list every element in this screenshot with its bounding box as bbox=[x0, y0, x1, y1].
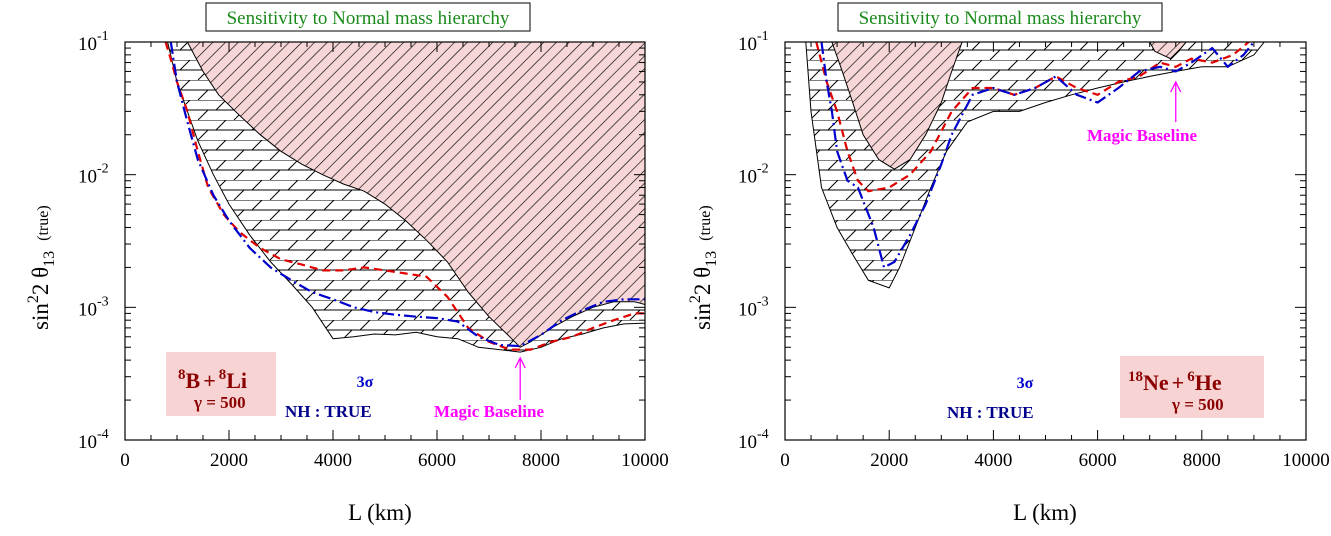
x-tick-label: 10000 bbox=[1282, 450, 1330, 471]
right-y-axis: 10-4 10-3 10-2 10-1 bbox=[738, 29, 1306, 453]
left-blue-dashdot-curve bbox=[169, 42, 645, 348]
x-tick-label: 0 bbox=[780, 450, 790, 471]
left-beam-box bbox=[166, 352, 276, 416]
right-y-axis-label: sin22 θ13(true) bbox=[687, 205, 720, 330]
right-magic-arrow bbox=[1170, 80, 1182, 122]
right-nh-label: NH : TRUE bbox=[947, 403, 1034, 422]
left-title-box bbox=[205, 2, 531, 32]
x-tick-label: 0 bbox=[120, 450, 130, 471]
left-excluded-region bbox=[186, 42, 645, 348]
y-tick-label: 10-1 bbox=[78, 29, 109, 55]
right-gamma-label: γ = 500 bbox=[1171, 395, 1224, 414]
right-sigma-label: 3σ bbox=[1017, 375, 1034, 392]
y-tick-label: 10-3 bbox=[738, 294, 769, 320]
left-beam-label: 8B +8Li bbox=[178, 367, 247, 393]
right-beam-box bbox=[1120, 356, 1264, 418]
svg-text:sin22 θ13(true): sin22 θ13(true) bbox=[687, 205, 720, 330]
y-tick-label: 10-1 bbox=[738, 29, 769, 55]
x-tick-label: 2000 bbox=[870, 450, 908, 471]
magic-arrow-head bbox=[514, 356, 526, 369]
left-x-axis: 0 2000 4000 6000 8000 10000 bbox=[120, 42, 669, 471]
x-tick-label: 8000 bbox=[1183, 450, 1221, 471]
right-magic-label: Magic Baseline bbox=[1087, 126, 1197, 145]
left-panel: 0 2000 4000 6000 8000 10000 10-410-310-210-1 … bbox=[25, 2, 669, 525]
x-tick-label: 8000 bbox=[522, 450, 560, 471]
y-tick-label: 10-2 bbox=[78, 162, 109, 188]
right-blue-dashdot-curve bbox=[820, 42, 1255, 270]
left-nh-label: NH : TRUE bbox=[285, 402, 372, 421]
right-x-axis: 0 2000 4000 6000 8000 10000 bbox=[780, 42, 1330, 471]
y-tick-label: 10-4 bbox=[738, 427, 769, 453]
y-tick-label: 10-3 bbox=[78, 294, 109, 320]
left-gamma-label: γ = 500 bbox=[193, 393, 246, 412]
left-y-axis: 10-4 10-3 10-2 10-1 bbox=[78, 29, 645, 453]
y-tick-label: 10-2 bbox=[738, 162, 769, 188]
x-tick-label: 10000 bbox=[621, 450, 669, 471]
right-beam-label: 18Ne +6He bbox=[1128, 369, 1222, 395]
x-tick-label: 2000 bbox=[210, 450, 248, 471]
x-tick-label: 4000 bbox=[314, 450, 352, 471]
right-title: Sensitivity to Normal mass hierarchy bbox=[859, 8, 1142, 29]
right-x-axis-label: L (km) bbox=[1013, 500, 1077, 525]
x-tick-label: 4000 bbox=[974, 450, 1012, 471]
right-panel: 0 2000 4000 6000 8000 10000 10-410-310-210-1 … bbox=[687, 2, 1330, 525]
right-title-box bbox=[837, 2, 1163, 32]
left-magic-label: Magic Baseline bbox=[434, 402, 544, 421]
left-magic-arrow bbox=[514, 356, 526, 400]
y-tick-label: 10-4 bbox=[78, 427, 109, 453]
left-title: Sensitivity to Normal mass hierarchy bbox=[227, 8, 510, 29]
right-excluded-region bbox=[831, 42, 1218, 170]
left-red-dashed-curve bbox=[164, 42, 645, 351]
magic-arrow-head bbox=[1170, 80, 1182, 93]
svg-text:sin22 θ13(true): sin22 θ13(true) bbox=[25, 205, 58, 330]
left-sigma-label: 3σ bbox=[357, 374, 374, 391]
left-x-axis-label: L (km) bbox=[348, 500, 412, 525]
left-y-axis-label: sin22 θ13(true) bbox=[25, 205, 58, 330]
x-tick-label: 6000 bbox=[418, 450, 456, 471]
x-tick-label: 6000 bbox=[1079, 450, 1117, 471]
